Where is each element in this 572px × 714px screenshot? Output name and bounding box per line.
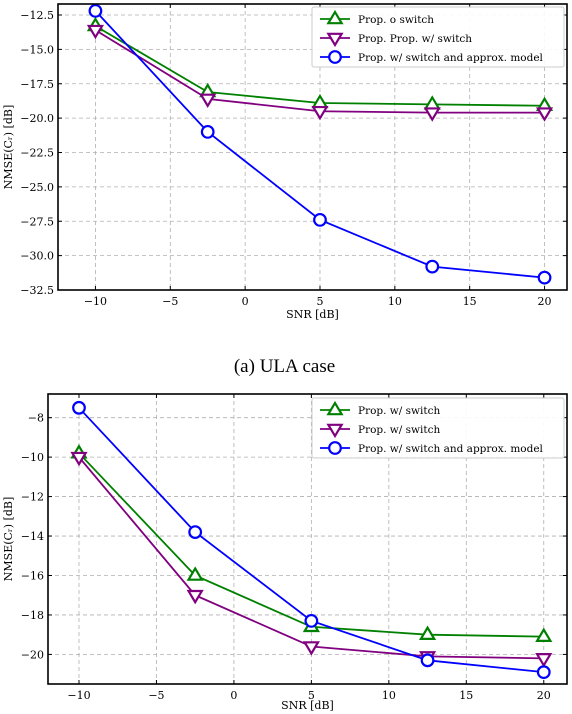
y-tick-label: −25.0	[20, 181, 54, 194]
x-tick-label: 0	[242, 295, 249, 308]
y-tick-label: −32.5	[20, 284, 54, 297]
x-tick-label: −10	[84, 295, 107, 308]
plot-frame	[47, 393, 568, 685]
y-tick-label: −30.0	[20, 250, 54, 263]
data-point-2	[311, 105, 329, 121]
legend-marker	[328, 50, 342, 64]
data-point-3	[188, 525, 203, 539]
data-point-3	[88, 3, 103, 18]
legend-marker	[326, 400, 344, 416]
data-point-2	[535, 107, 554, 122]
x-axis-label: SNR [dB]	[281, 699, 334, 712]
data-point-3	[72, 400, 86, 415]
x-tick-label: 15	[459, 689, 473, 702]
y-axis-label: NMSE(Cᵣ) [dB]	[2, 497, 15, 581]
x-tick-label: 15	[463, 295, 477, 308]
y-tick-label: −22.5	[20, 147, 54, 160]
data-point-2	[535, 653, 553, 668]
data-point-3	[313, 212, 327, 227]
data-point-1	[535, 627, 553, 642]
y-tick-label: −18	[21, 609, 44, 622]
legend-marker	[326, 9, 344, 25]
data-point-1	[423, 95, 441, 110]
chart-2: −10 −5 0 5 10 15 20 −8 −10 −12 −14 −16 −18 −20 Prop. w…	[2, 393, 568, 712]
legend-label: Prop. w/ switch	[358, 405, 440, 417]
y-tick-label: −10	[21, 451, 44, 464]
y-tick-label: −17.5	[20, 78, 54, 91]
data-point-1	[186, 566, 204, 581]
legend-label: Prop. o switch	[358, 14, 434, 26]
plot-frame	[57, 3, 568, 291]
y-tick-label: −20.0	[20, 112, 54, 125]
y-tick-label: −12	[21, 491, 44, 504]
data-point-2	[186, 589, 204, 605]
data-point-3	[200, 124, 215, 139]
data-point-3	[425, 259, 440, 274]
legend: Prop. w/ switch Prop. w/ switch Prop. w/ s…	[311, 397, 565, 459]
legend-box	[311, 6, 565, 68]
y-tick-label: −14	[21, 530, 44, 543]
y-axis-label: NMSE(Cᵣ) [dB]	[2, 105, 15, 189]
legend-label: Prop. w/ switch	[358, 424, 440, 436]
x-tick-label: 10	[388, 295, 402, 308]
legend-marker	[328, 441, 342, 455]
x-tick-label: 10	[382, 689, 396, 702]
legend: Prop. o switch Prop. Prop. w/ switch Prop.…	[311, 6, 565, 68]
x-axis-label: SNR [dB]	[286, 308, 339, 321]
data-point-2	[423, 107, 441, 122]
y-tick-label: −16	[21, 569, 44, 582]
y-tick-label: −12.5	[20, 9, 54, 22]
x-tick-label: −5	[148, 689, 164, 702]
data-point-2	[86, 24, 105, 40]
data-point-3	[420, 653, 435, 668]
legend-label: Prop. w/ switch and approx. model	[358, 443, 544, 455]
x-tick-label: 0	[230, 689, 237, 702]
legend-label: Prop. w/ switch and approx. model	[358, 52, 544, 64]
figure-caption: (a) ULA case	[234, 356, 335, 377]
legend-marker	[326, 423, 344, 439]
data-point-2	[302, 641, 320, 656]
x-tick-label: 5	[308, 689, 315, 702]
data-point-3	[536, 665, 551, 680]
x-tick-label: 20	[538, 295, 552, 308]
x-tick-label: −10	[67, 689, 90, 702]
data-point-2	[70, 451, 88, 467]
data-point-3	[304, 613, 319, 628]
x-tick-label: −5	[162, 295, 178, 308]
data-point-3	[537, 270, 552, 285]
y-tick-label: −15.0	[20, 43, 54, 56]
y-tick-label: −27.5	[20, 215, 54, 228]
x-tick-label: 20	[537, 689, 551, 702]
y-tick-label: −20	[21, 648, 44, 661]
legend-label: Prop. Prop. w/ switch	[358, 33, 472, 45]
data-point-1	[311, 93, 329, 109]
y-tick-label: −8	[28, 412, 44, 425]
legend-box	[311, 397, 565, 459]
x-tick-label: 5	[316, 295, 323, 308]
data-point-1	[418, 625, 437, 640]
legend-marker	[326, 32, 344, 48]
chart-1: −10 −5 0 5 10 15 20 −12.5 −15.0 −17.5 −20.0 −22.5 −2…	[2, 3, 568, 377]
data-point-2	[199, 93, 217, 109]
